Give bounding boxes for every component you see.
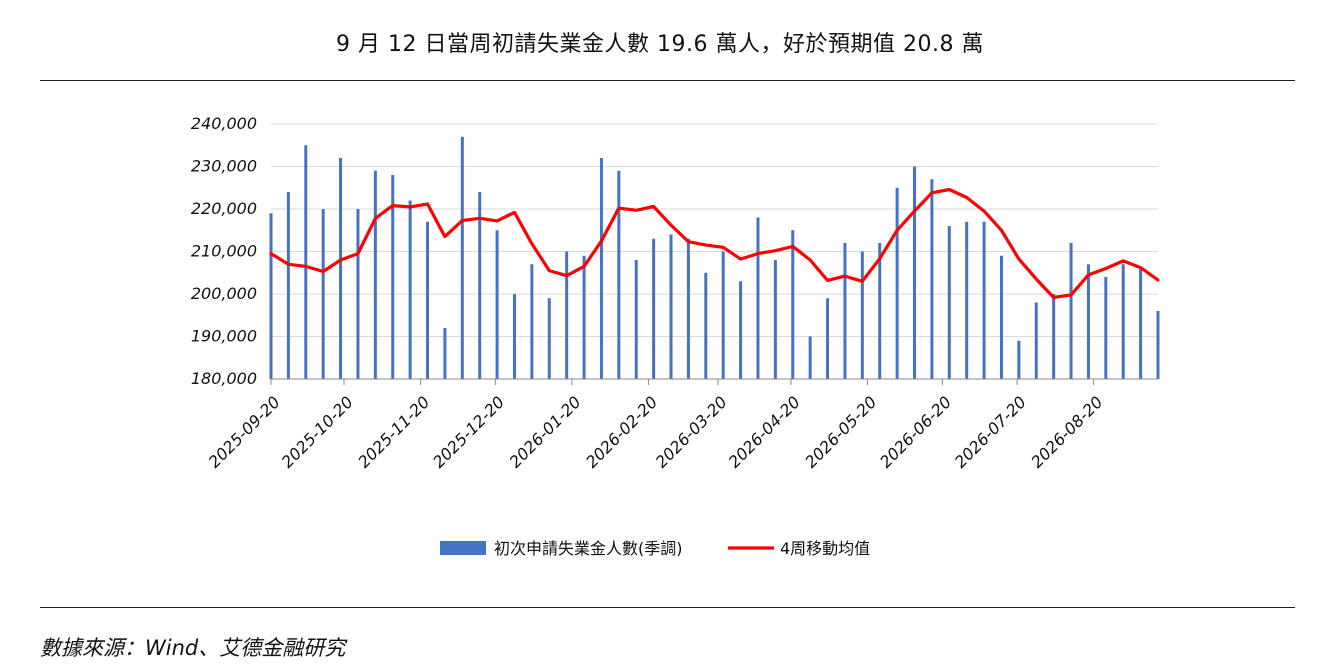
bar xyxy=(895,187,899,379)
y-tick-label: 220,000 xyxy=(191,199,257,218)
bar xyxy=(443,328,447,379)
x-tick-label: 2026-05-20 xyxy=(801,392,880,471)
bar xyxy=(1052,294,1056,379)
bar xyxy=(339,158,343,379)
bar xyxy=(634,260,638,379)
bar xyxy=(999,255,1003,379)
bar xyxy=(878,243,882,379)
bar xyxy=(721,251,725,379)
bar xyxy=(1086,264,1090,379)
bar xyxy=(408,200,412,379)
x-tick-label: 2025-09-20 xyxy=(205,392,284,471)
bar xyxy=(704,272,708,379)
bar xyxy=(791,230,795,379)
x-tick-label: 2026-01-20 xyxy=(506,392,585,471)
line-series xyxy=(269,187,1160,299)
bar xyxy=(617,170,621,379)
y-tick-label: 190,000 xyxy=(191,327,257,346)
chart-title: 9 月 12 日當周初請失業金人數 19.6 萬人，好於預期值 20.8 萬 xyxy=(336,32,984,57)
chart-canvas: 180,000 190,000 200,000 210,000 220,000 230,0… xyxy=(191,114,1160,558)
bar xyxy=(530,264,534,379)
bar xyxy=(269,213,273,379)
bar xyxy=(426,221,430,379)
y-tick-label: 200,000 xyxy=(191,284,257,303)
bar xyxy=(478,192,482,379)
bar xyxy=(599,158,603,379)
bar xyxy=(669,234,673,379)
x-tick-label: 2025-10-20 xyxy=(278,392,357,471)
bar-series xyxy=(269,136,1160,379)
bar xyxy=(1104,277,1108,379)
x-tick-label: 2026-04-20 xyxy=(725,392,804,471)
bar xyxy=(860,251,864,379)
x-tick-label: 2026-06-20 xyxy=(876,392,955,471)
legend-line-label: 4周移動均值 xyxy=(780,539,870,558)
axes: 180,000 190,000 200,000 210,000 220,000 230,0… xyxy=(191,114,1158,472)
bar xyxy=(826,298,830,379)
y-tick-label: 230,000 xyxy=(191,157,257,176)
bar xyxy=(1034,302,1038,379)
bar xyxy=(286,192,290,379)
x-tick-label: 2025-11-20 xyxy=(354,392,433,471)
x-tick-label: 2026-03-20 xyxy=(652,392,731,471)
bar xyxy=(756,217,760,379)
y-tick-label: 210,000 xyxy=(191,242,257,261)
legend-bar-label: 初次申請失業金人數(季調) xyxy=(494,539,683,558)
bar xyxy=(982,221,986,379)
bar xyxy=(495,230,499,379)
top-divider xyxy=(40,80,1295,81)
bar xyxy=(1139,268,1143,379)
bar xyxy=(1121,264,1125,379)
moving-average-line xyxy=(269,187,1160,299)
bar xyxy=(512,294,516,379)
legend-bar-swatch xyxy=(440,541,486,555)
bar xyxy=(1156,311,1160,379)
bar xyxy=(808,336,812,379)
bar xyxy=(947,226,951,379)
bar xyxy=(373,170,377,379)
x-tick-label: 2026-02-20 xyxy=(582,392,661,471)
bar xyxy=(460,136,464,379)
x-tick-label: 2025-12-20 xyxy=(429,392,508,471)
bar xyxy=(652,238,656,379)
legend: 初次申請失業金人數(季調) 4周移動均值 xyxy=(440,539,870,558)
source-note: 數據來源：Wind、艾德金融研究 xyxy=(40,636,346,660)
bar xyxy=(739,281,743,379)
bar xyxy=(565,251,569,379)
bar xyxy=(1017,340,1021,379)
x-tick-label: 2026-08-20 xyxy=(1027,392,1106,471)
bar xyxy=(356,209,360,379)
bar xyxy=(686,238,690,379)
bar xyxy=(1069,243,1073,379)
bar xyxy=(843,243,847,379)
gridlines xyxy=(271,123,1158,337)
bar xyxy=(930,179,934,379)
bar xyxy=(965,221,969,379)
x-tick-label: 2026-07-20 xyxy=(951,392,1030,471)
bottom-divider xyxy=(40,607,1295,608)
bar xyxy=(913,166,917,379)
bar xyxy=(582,255,586,379)
bar xyxy=(321,209,325,379)
bar xyxy=(304,145,308,379)
y-tick-label: 240,000 xyxy=(191,114,257,133)
bar xyxy=(773,260,777,379)
y-tick-label: 180,000 xyxy=(191,369,257,388)
bar xyxy=(391,175,395,379)
bar xyxy=(547,298,551,379)
